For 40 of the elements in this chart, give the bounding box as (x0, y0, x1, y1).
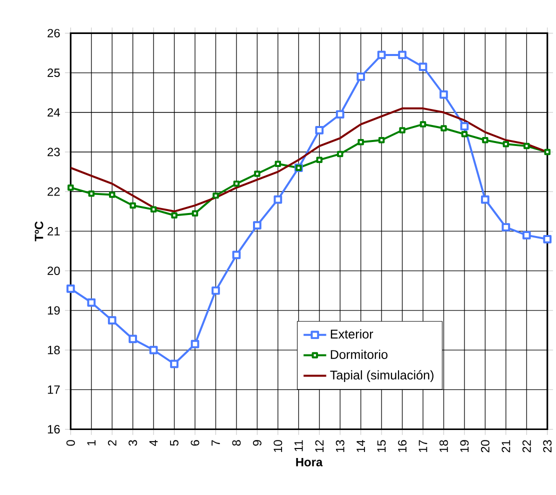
y-tick-label: 26 (48, 28, 60, 38)
x-tick-label: 19 (460, 440, 469, 452)
y-tick-label: 20 (48, 266, 60, 276)
y-tick-label: 25 (48, 68, 60, 78)
x-tick-label: 13 (336, 440, 344, 452)
x-tick-label: 12 (315, 440, 324, 452)
y-axis-title: TºC (34, 221, 44, 242)
x-tick-label: 22 (522, 440, 531, 452)
x-tick-label: 14 (356, 440, 365, 452)
x-tick-label: 5 (170, 440, 178, 446)
x-tick-label: 16 (398, 440, 407, 452)
x-tick-label: 3 (128, 440, 138, 446)
x-tick-label: 8 (232, 440, 241, 446)
y-tick-label: 21 (48, 227, 60, 236)
y-tick-label: 23 (48, 148, 60, 156)
x-tick-label: 4 (149, 440, 158, 446)
x-tick-label: 7 (212, 440, 220, 446)
x-tick-label: 21 (502, 440, 510, 452)
x-tick-label: 2 (108, 440, 116, 446)
x-tick-label: 18 (439, 440, 448, 452)
x-tick-label: 23 (543, 440, 552, 452)
x-axis-title: Hora (296, 458, 323, 466)
legend-label: Dormitorio (330, 350, 388, 360)
legend-label: Tapial (simulación) (330, 370, 434, 382)
y-tick-label: 16 (48, 425, 60, 434)
y-tick-label: 19 (48, 306, 60, 315)
y-tick-label: 17 (48, 386, 60, 394)
x-tick-label: 17 (418, 440, 428, 452)
y-tick-label: 22 (48, 187, 60, 196)
x-tick-label: 15 (377, 440, 386, 452)
y-tick-label: 24 (48, 108, 60, 117)
x-tick-label: 0 (66, 440, 75, 446)
x-tick-label: 10 (274, 440, 282, 452)
x-tick-label: 9 (252, 440, 262, 446)
y-tick-label: 18 (48, 346, 60, 354)
x-tick-label: 6 (190, 440, 200, 446)
x-tick-label: 1 (87, 440, 96, 446)
legend-label: Exterior (330, 329, 374, 339)
x-tick-label: 20 (480, 440, 490, 452)
x-tick-label: 11 (294, 440, 303, 452)
